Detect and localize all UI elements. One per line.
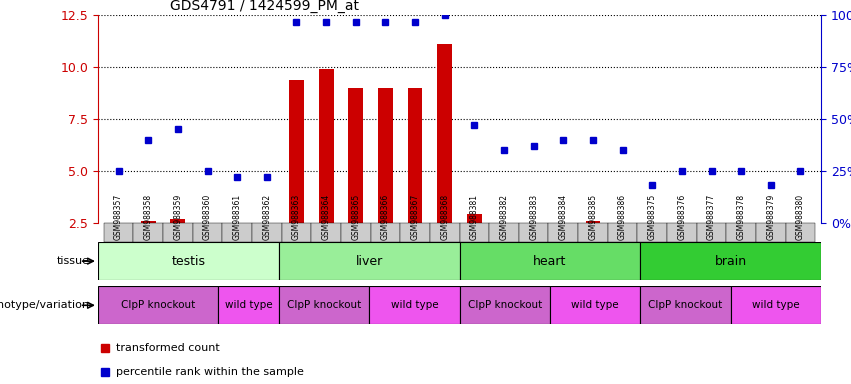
Text: wild type: wild type xyxy=(752,300,800,310)
Text: brain: brain xyxy=(715,255,747,268)
Bar xyxy=(378,88,393,223)
Text: ClpP knockout: ClpP knockout xyxy=(467,300,542,310)
Text: GSM988385: GSM988385 xyxy=(588,194,597,240)
Text: GSM988359: GSM988359 xyxy=(174,194,182,240)
Bar xyxy=(219,286,278,324)
Bar xyxy=(585,221,600,223)
Bar xyxy=(278,242,460,280)
Bar xyxy=(731,286,821,324)
Bar xyxy=(369,286,460,324)
Text: GSM988365: GSM988365 xyxy=(351,194,360,240)
Text: wild type: wild type xyxy=(225,300,272,310)
Bar xyxy=(460,242,640,280)
Text: wild type: wild type xyxy=(571,300,619,310)
Text: GSM988368: GSM988368 xyxy=(440,194,449,240)
Text: heart: heart xyxy=(534,255,567,268)
Text: GSM988362: GSM988362 xyxy=(262,194,271,240)
Text: GSM988360: GSM988360 xyxy=(203,194,212,240)
Text: GDS4791 / 1424599_PM_at: GDS4791 / 1424599_PM_at xyxy=(170,0,359,13)
Text: GSM988386: GSM988386 xyxy=(618,194,627,240)
Text: ClpP knockout: ClpP knockout xyxy=(287,300,361,310)
Bar xyxy=(550,286,640,324)
Bar xyxy=(98,242,278,280)
Text: GSM988364: GSM988364 xyxy=(322,194,331,240)
Text: ClpP knockout: ClpP knockout xyxy=(121,300,195,310)
Text: GSM988361: GSM988361 xyxy=(232,194,242,240)
Text: GSM988382: GSM988382 xyxy=(500,194,509,240)
Text: percentile rank within the sample: percentile rank within the sample xyxy=(116,367,304,377)
Text: GSM988358: GSM988358 xyxy=(144,194,153,240)
Bar xyxy=(278,286,369,324)
Bar xyxy=(408,88,422,223)
Text: GSM988384: GSM988384 xyxy=(559,194,568,240)
Bar xyxy=(141,221,156,223)
Text: GSM988363: GSM988363 xyxy=(292,194,301,240)
Bar xyxy=(460,286,550,324)
Text: GSM988379: GSM988379 xyxy=(766,194,775,240)
Text: GSM988383: GSM988383 xyxy=(529,194,538,240)
Text: liver: liver xyxy=(356,255,383,268)
Text: GSM988381: GSM988381 xyxy=(470,194,479,240)
Text: transformed count: transformed count xyxy=(116,343,220,354)
Bar xyxy=(467,214,482,223)
Bar xyxy=(640,242,821,280)
Bar xyxy=(640,286,731,324)
Text: wild type: wild type xyxy=(391,300,438,310)
Text: GSM988376: GSM988376 xyxy=(677,194,687,240)
Bar xyxy=(98,286,219,324)
Bar xyxy=(319,69,334,223)
Text: GSM988377: GSM988377 xyxy=(707,194,716,240)
Text: tissue: tissue xyxy=(56,256,89,266)
Text: genotype/variation: genotype/variation xyxy=(0,300,89,310)
Bar xyxy=(437,45,452,223)
Text: GSM988378: GSM988378 xyxy=(737,194,745,240)
Text: ClpP knockout: ClpP knockout xyxy=(648,300,722,310)
Text: GSM988366: GSM988366 xyxy=(381,194,390,240)
Text: GSM988375: GSM988375 xyxy=(648,194,657,240)
Bar xyxy=(289,79,304,223)
Bar xyxy=(348,88,363,223)
Text: GSM988380: GSM988380 xyxy=(796,194,805,240)
Text: testis: testis xyxy=(171,255,205,268)
Text: GSM988367: GSM988367 xyxy=(410,194,420,240)
Bar xyxy=(170,218,186,223)
Text: GSM988357: GSM988357 xyxy=(114,194,123,240)
